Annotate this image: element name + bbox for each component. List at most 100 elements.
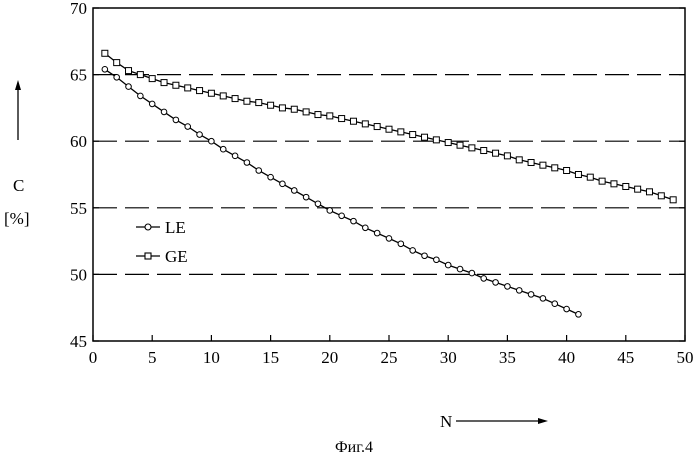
data-point-le: [291, 188, 297, 194]
data-point-ge: [208, 90, 214, 96]
data-point-le: [434, 257, 440, 263]
data-point-le: [232, 153, 238, 159]
data-point-ge: [564, 168, 570, 174]
data-point-le: [398, 241, 404, 247]
data-point-ge: [149, 76, 155, 82]
data-point-ge: [126, 68, 132, 74]
data-point-le: [244, 160, 250, 166]
data-point-ge: [185, 85, 191, 91]
data-point-le: [374, 230, 380, 236]
data-point-le: [564, 306, 570, 312]
x-axis-arrow-head: [538, 418, 548, 424]
data-point-le: [161, 109, 167, 115]
data-point-ge: [587, 174, 593, 180]
legend-marker-le: [145, 224, 151, 230]
y-tick-label: 70: [70, 0, 87, 18]
data-point-le: [422, 253, 428, 259]
data-point-le: [528, 292, 534, 298]
data-point-ge: [303, 109, 309, 115]
data-point-ge: [410, 132, 416, 138]
data-point-ge: [433, 137, 439, 143]
y-axis-unit: [%]: [4, 209, 29, 228]
data-point-ge: [161, 80, 167, 86]
data-point-ge: [268, 102, 274, 108]
data-point-le: [315, 201, 321, 207]
data-point-ge: [327, 113, 333, 119]
data-point-ge: [374, 124, 380, 130]
data-point-ge: [658, 193, 664, 199]
x-tick-label: 5: [148, 348, 157, 367]
data-point-ge: [516, 157, 522, 163]
data-point-le: [457, 266, 463, 272]
data-point-ge: [244, 98, 250, 104]
data-point-le: [209, 138, 215, 144]
y-tick-label: 45: [70, 332, 87, 351]
legend-label-le: LE: [165, 218, 186, 237]
data-point-le: [268, 174, 274, 180]
data-point-ge: [220, 93, 226, 99]
data-point-ge: [291, 106, 297, 112]
data-point-ge: [279, 105, 285, 111]
data-point-le: [493, 280, 499, 286]
data-point-ge: [469, 145, 475, 151]
data-point-le: [540, 296, 546, 302]
plot-frame: [93, 8, 685, 341]
data-point-le: [114, 74, 120, 80]
data-point-le: [256, 168, 262, 174]
data-point-le: [469, 270, 475, 276]
data-point-le: [327, 208, 333, 214]
data-point-ge: [670, 197, 676, 203]
data-point-ge: [137, 72, 143, 78]
data-point-le: [481, 276, 487, 282]
data-point-ge: [540, 162, 546, 168]
data-point-le: [363, 225, 369, 231]
x-tick-label: 40: [558, 348, 575, 367]
x-axis-title: N: [440, 412, 548, 431]
data-point-ge: [445, 140, 451, 146]
data-point-le: [149, 101, 155, 107]
data-point-ge: [102, 50, 108, 56]
data-point-ge: [611, 181, 617, 187]
data-point-ge: [646, 189, 652, 195]
data-point-le: [126, 84, 132, 90]
data-point-ge: [173, 82, 179, 88]
data-point-le: [185, 124, 191, 130]
data-point-le: [138, 93, 144, 99]
legend-marker-ge: [145, 253, 151, 259]
data-point-le: [552, 301, 558, 307]
x-tick-label: 15: [262, 348, 279, 367]
data-point-ge: [232, 96, 238, 102]
y-axis-arrow-head: [15, 80, 21, 90]
x-tick-label: 35: [499, 348, 516, 367]
data-point-ge: [114, 60, 120, 66]
data-point-ge: [575, 172, 581, 178]
data-point-ge: [339, 116, 345, 122]
data-point-le: [173, 117, 179, 123]
data-point-ge: [457, 142, 463, 148]
figure-caption: Фиг.4: [335, 439, 373, 456]
series-line-le: [105, 69, 579, 314]
legend-label-ge: GE: [165, 247, 188, 266]
data-point-le: [445, 262, 451, 268]
grid-lines: [93, 75, 685, 275]
data-point-le: [410, 248, 416, 254]
data-point-ge: [481, 148, 487, 154]
x-tick-label: 50: [677, 348, 694, 367]
data-point-ge: [504, 153, 510, 159]
x-tick-label: 20: [321, 348, 338, 367]
data-point-ge: [197, 88, 203, 94]
data-point-ge: [350, 118, 356, 124]
data-series: [102, 50, 676, 317]
data-point-le: [303, 194, 309, 200]
data-point-le: [220, 146, 226, 152]
data-point-le: [339, 213, 345, 219]
x-tick-label: 45: [617, 348, 634, 367]
x-tick-label: 25: [381, 348, 398, 367]
y-axis-label: C: [13, 176, 24, 195]
data-point-le: [576, 312, 582, 318]
data-point-ge: [552, 165, 558, 171]
x-tick-label: 10: [203, 348, 220, 367]
data-point-le: [386, 236, 392, 242]
data-point-ge: [398, 129, 404, 135]
data-point-ge: [623, 183, 629, 189]
